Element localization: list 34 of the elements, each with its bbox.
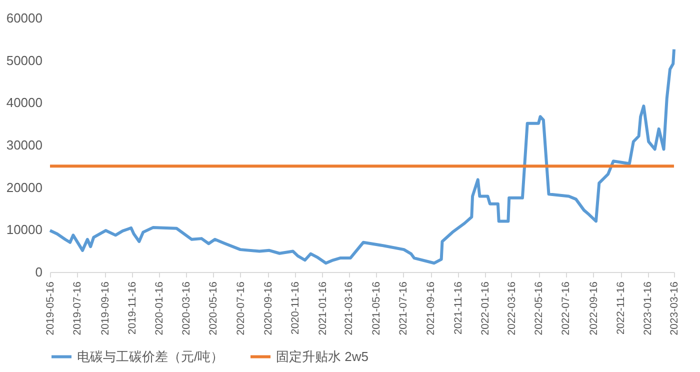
x-tick-label: 2020-01-16 xyxy=(154,281,166,336)
y-tick-label: 10000 xyxy=(6,222,42,238)
x-tick-label: 2019-11-16 xyxy=(126,281,139,334)
legend-label: 固定升贴水 2w5 xyxy=(276,348,368,364)
x-tick-label: 2021-05-16 xyxy=(370,281,382,336)
y-tick-label: 30000 xyxy=(6,138,42,152)
x-tick-label: 2022-11-16 xyxy=(615,281,628,334)
y-tick-label: 20000 xyxy=(6,180,42,195)
x-tick-label: 2021-07-16 xyxy=(398,281,410,336)
x-tick-label: 2020-09-16 xyxy=(262,281,274,336)
line-series xyxy=(48,48,676,265)
x-tick-label: 2019-09-16 xyxy=(99,281,112,336)
x-tick-label: 2019-07-16 xyxy=(72,281,84,336)
legend-label: 电碳与工碳价差（元/吨） xyxy=(77,348,224,364)
x-tick-label: 2023-01-16 xyxy=(642,281,654,336)
x-tick-label: 2022-07-16 xyxy=(560,281,572,336)
y-tick-label: 40000 xyxy=(6,95,42,110)
x-tick-label: 2022-01-16 xyxy=(480,281,492,336)
y-tick-label: 50000 xyxy=(6,52,42,68)
y-tick-label: 60000 xyxy=(6,10,42,26)
x-tick-label: 2021-09-16 xyxy=(425,281,438,336)
x-tick-label: 2022-03-16 xyxy=(506,281,518,336)
x-tick-label: 2023-03-16 xyxy=(668,281,680,336)
x-tick-label: 2020-03-16 xyxy=(180,281,192,336)
y-tick-label: 0 xyxy=(35,264,42,280)
x-tick-label: 2019-05-16 xyxy=(44,281,56,336)
x-tick-label: 2022-05-16 xyxy=(533,281,546,336)
x-tick-label: 2021-11-16 xyxy=(452,281,464,334)
x-tick-label: 2022-09-16 xyxy=(588,281,600,336)
x-tick-label: 2021-03-16 xyxy=(343,281,356,336)
x-tick-label: 2020-07-16 xyxy=(234,281,247,336)
x-tick-label: 2020-05-16 xyxy=(208,281,220,336)
x-tick-label: 2020-11-16 xyxy=(290,281,302,334)
x-tick-label: 2021-01-16 xyxy=(316,281,329,336)
